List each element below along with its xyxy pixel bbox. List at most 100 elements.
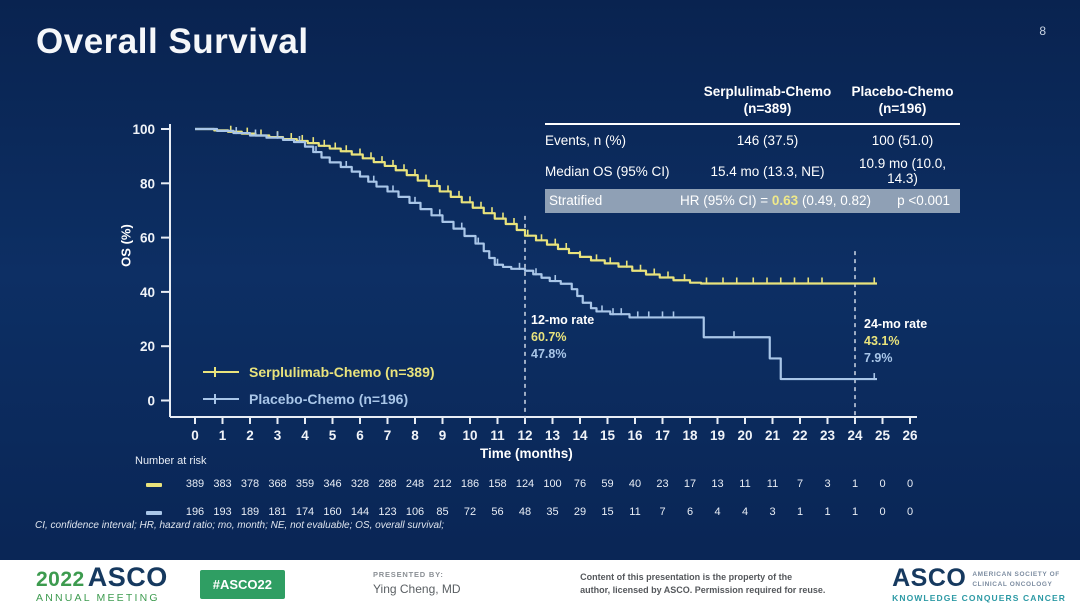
x-tick-label: 19 (710, 428, 725, 443)
col-header-line: Placebo-Chemo (851, 84, 954, 99)
risk-count: 1 (796, 506, 804, 518)
risk-count: 359 (295, 478, 315, 490)
row-label: Events, n (%) (545, 132, 627, 148)
risk-row-marker-placebo (146, 511, 162, 515)
risk-count: 11 (629, 506, 641, 518)
risk-count: 378 (240, 478, 260, 490)
risk-count: 40 (628, 478, 642, 490)
row-value: 15.4 mo (13.3, NE) (710, 163, 825, 179)
table-row-median-os: Median OS (95% CI) 15.4 mo (13.3, NE) 10… (545, 156, 960, 187)
x-tick-label: 25 (875, 428, 891, 443)
y-tick-label: 80 (140, 176, 155, 191)
rate-title: 12-mo rate (531, 313, 595, 327)
legend-label: Serplulimab-Chemo (n=389) (249, 363, 435, 380)
meeting-name: ANNUAL MEETING (36, 592, 160, 605)
risk-count: 56 (491, 506, 504, 518)
presented-by-block: PRESENTED BY: Ying Cheng, MD (373, 570, 461, 597)
legend-marker-cross (214, 393, 216, 404)
y-axis-label: OS (%) (118, 224, 134, 267)
x-tick-label: 11 (490, 428, 505, 443)
p-value: p <0.001 (897, 193, 950, 209)
org-sub-line: CLINICAL ONCOLOGY (972, 580, 1053, 588)
risk-count: 158 (488, 478, 507, 490)
stats-table-header: Serplulimab-Chemo (n=389) Placebo-Chemo … (545, 84, 960, 125)
risk-count: 383 (213, 478, 232, 490)
risk-count: 17 (683, 478, 697, 490)
presented-by-label: PRESENTED BY: (372, 570, 444, 580)
risk-count: 1 (851, 478, 859, 490)
risk-count: 11 (739, 478, 751, 490)
risk-count: 0 (906, 506, 914, 518)
km-curve-placebo (195, 127, 877, 381)
meeting-org: ASCO (87, 562, 168, 593)
org-tagline: KNOWLEDGE CONQUERS CANCER (892, 592, 1066, 603)
x-tick-label: 21 (765, 428, 781, 443)
stats-header-spacer (545, 84, 690, 118)
hr-prefix: HR (95% CI) = (680, 193, 772, 209)
x-tick-label: 4 (301, 428, 309, 443)
risk-count: 3 (769, 506, 776, 518)
risk-count: 100 (543, 478, 562, 490)
x-tick-label: 6 (356, 428, 364, 443)
os-stats-table: Serplulimab-Chemo (n=389) Placebo-Chemo … (545, 84, 960, 213)
number-at-risk-label: Number at risk (135, 455, 207, 467)
legend: Serplulimab-Chemo (n=389) Placebo-Chemo (… (203, 358, 435, 412)
rate-serplulimab: 60.7% (531, 330, 567, 344)
hashtag-badge: #ASCO22 (199, 569, 285, 599)
row-value: 10.9 mo (10.0, 14.3) (858, 156, 947, 187)
risk-count: 3 (824, 478, 831, 490)
risk-count: 11 (766, 478, 779, 490)
x-tick-label: 8 (411, 428, 419, 443)
risk-count: 85 (436, 506, 449, 518)
risk-count: 368 (268, 478, 287, 490)
risk-count: 15 (601, 506, 614, 518)
risk-count: 29 (573, 506, 587, 518)
col-header-line: (n=196) (878, 100, 927, 116)
risk-count: 389 (185, 478, 205, 490)
risk-count: 160 (323, 506, 342, 518)
page-number: 8 (1039, 24, 1046, 38)
risk-count: 48 (518, 506, 532, 518)
rights-line: Content of this presentation is the prop… (580, 571, 793, 582)
risk-count: 186 (460, 478, 480, 490)
legend-line-plus-marker (203, 366, 239, 377)
risk-count: 196 (185, 506, 205, 518)
x-tick-label: 18 (682, 428, 698, 443)
x-tick-label: 9 (439, 428, 447, 443)
x-tick-label: 7 (384, 428, 392, 443)
y-tick-label: 60 (140, 231, 155, 246)
page-title: Overall Survival (36, 22, 309, 61)
risk-row-marker-serplulimab (146, 483, 162, 487)
abbreviations-footnote: CI, confidence interval; HR, hazard rati… (35, 520, 445, 531)
risk-count: 346 (323, 478, 342, 490)
presenter-name: Ying Cheng, MD (372, 581, 461, 596)
rate-placebo: 47.8% (531, 347, 567, 361)
x-axis-label: Time (months) (480, 446, 573, 461)
risk-count: 7 (796, 478, 804, 490)
rights-notice: Content of this presentation is the prop… (580, 571, 880, 597)
legend-marker-line (203, 370, 239, 373)
asco-annual-meeting-logo: 2022 ASCO ANNUAL MEETING (36, 564, 168, 604)
x-tick-label: 2 (246, 428, 254, 443)
x-tick-label: 17 (655, 428, 670, 443)
legend-item-serplulimab: Serplulimab-Chemo (n=389) (203, 358, 435, 385)
col-header-line: (n=389) (743, 100, 792, 116)
stats-header-serplulimab: Serplulimab-Chemo (n=389) (690, 84, 845, 118)
legend-item-placebo: Placebo-Chemo (n=196) (203, 385, 435, 412)
hr-value: 0.63 (771, 193, 799, 209)
org-sub-line: AMERICAN SOCIETY OF (972, 570, 1060, 578)
rate-serplulimab: 43.1% (864, 334, 900, 348)
risk-count: 1 (851, 506, 859, 518)
risk-count: 4 (714, 506, 721, 518)
risk-count: 7 (659, 506, 666, 518)
risk-count: 328 (350, 478, 370, 490)
rate-placebo: 7.9% (864, 351, 893, 365)
rights-line: author, licensed by ASCO. Permission req… (580, 585, 826, 595)
org-name: ASCO (892, 563, 967, 592)
risk-count: 212 (433, 478, 452, 490)
row-value: 100 (51.0) (871, 132, 934, 148)
risk-count: 248 (405, 478, 425, 490)
row-label: Median OS (95% CI) (545, 163, 670, 179)
x-tick-label: 12 (517, 428, 532, 443)
